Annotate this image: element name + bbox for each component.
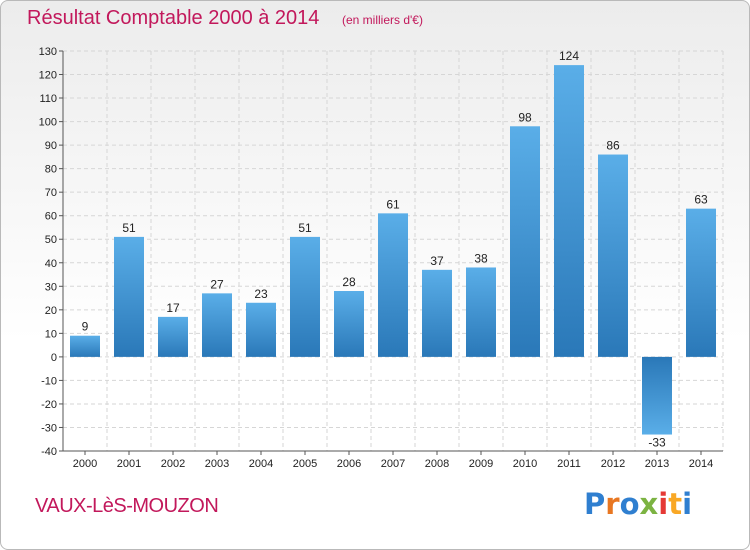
bar	[686, 208, 716, 357]
y-tick-label: 130	[39, 46, 57, 58]
data-label: 9	[82, 320, 89, 334]
data-label: 38	[474, 251, 488, 265]
x-tick-label: 2001	[117, 458, 141, 470]
y-tick-label: 40	[45, 258, 57, 270]
data-label: 17	[166, 301, 180, 315]
data-label: 124	[559, 49, 579, 63]
proxiti-logo[interactable]: Proxiti	[584, 487, 692, 521]
bar	[466, 267, 496, 357]
data-label: 51	[122, 221, 136, 235]
data-label: 27	[210, 277, 224, 291]
bar	[378, 213, 408, 357]
y-tick-label: 50	[45, 234, 57, 246]
data-label: 23	[254, 287, 268, 301]
x-tick-label: 2005	[293, 458, 317, 470]
bar	[246, 302, 276, 357]
grid-lines	[62, 50, 724, 452]
chart-subtitle: (en milliers d'€)	[342, 13, 423, 27]
bar	[554, 65, 584, 357]
x-tick-label: 2004	[249, 458, 273, 470]
bar	[290, 236, 320, 357]
data-label: 63	[694, 193, 708, 207]
bar	[642, 356, 672, 435]
x-tick-label: 2010	[513, 458, 537, 470]
y-tick-label: 30	[45, 281, 57, 293]
x-tick-label: 2002	[161, 458, 185, 470]
y-tick-label: 20	[45, 305, 57, 317]
logo-letter: o	[619, 487, 640, 521]
y-tick-label: 10	[45, 328, 57, 340]
logo-letter: i	[682, 487, 693, 521]
x-tick-label: 2006	[337, 458, 361, 470]
x-tick-label: 2009	[469, 458, 493, 470]
logo-letter: t	[668, 487, 683, 521]
y-tick-label: 70	[45, 187, 57, 199]
commune-name: VAUX-LèS-MOUZON	[35, 495, 219, 517]
logo-letter: i	[658, 487, 669, 521]
axes: 1301201101009080706050403020100-10-20-30…	[39, 46, 723, 470]
bar	[70, 335, 100, 357]
bar	[598, 154, 628, 357]
data-label: 28	[342, 275, 356, 289]
y-tick-label: 110	[39, 93, 57, 105]
x-tick-label: 2013	[645, 458, 669, 470]
data-label: 51	[298, 221, 312, 235]
y-tick-label: 0	[51, 352, 57, 364]
logo-letter: x	[639, 487, 659, 521]
y-tick-label: 120	[39, 70, 57, 82]
data-label: 37	[430, 254, 444, 268]
x-tick-label: 2003	[205, 458, 229, 470]
logo-letter: P	[584, 487, 606, 521]
data-label: -33	[648, 436, 666, 450]
x-tick-label: 2014	[689, 458, 713, 470]
bar	[202, 293, 232, 357]
chart-title: Résultat Comptable 2000 à 2014	[27, 7, 320, 29]
y-tick-label: -20	[41, 399, 57, 411]
bar	[334, 291, 364, 357]
x-tick-label: 2007	[381, 458, 405, 470]
bar	[510, 126, 540, 357]
y-tick-label: -10	[41, 375, 57, 387]
data-label: 98	[518, 110, 532, 124]
x-tick-label: 2011	[557, 458, 581, 470]
bars: 9 51 17 27 23 51 28 61 37 38 98 124 86 -33 63	[70, 49, 716, 450]
x-tick-label: 2012	[601, 458, 625, 470]
x-tick-label: 2000	[73, 458, 97, 470]
bar	[114, 236, 144, 357]
logo-letter: r	[605, 487, 620, 521]
bar	[158, 316, 188, 357]
y-tick-label: -40	[41, 446, 57, 458]
x-tick-label: 2008	[425, 458, 449, 470]
y-tick-label: 80	[45, 164, 57, 176]
y-tick-label: 60	[45, 211, 57, 223]
y-tick-label: 90	[45, 140, 57, 152]
y-tick-label: 100	[39, 117, 57, 129]
data-label: 61	[386, 197, 400, 211]
y-tick-label: -30	[41, 422, 57, 434]
data-label: 86	[606, 139, 620, 153]
bar	[422, 269, 452, 357]
